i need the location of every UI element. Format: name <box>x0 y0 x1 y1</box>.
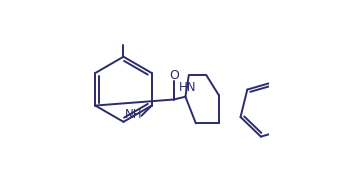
Text: O: O <box>169 69 179 82</box>
Text: HN: HN <box>179 81 197 94</box>
Text: NH: NH <box>125 108 142 121</box>
